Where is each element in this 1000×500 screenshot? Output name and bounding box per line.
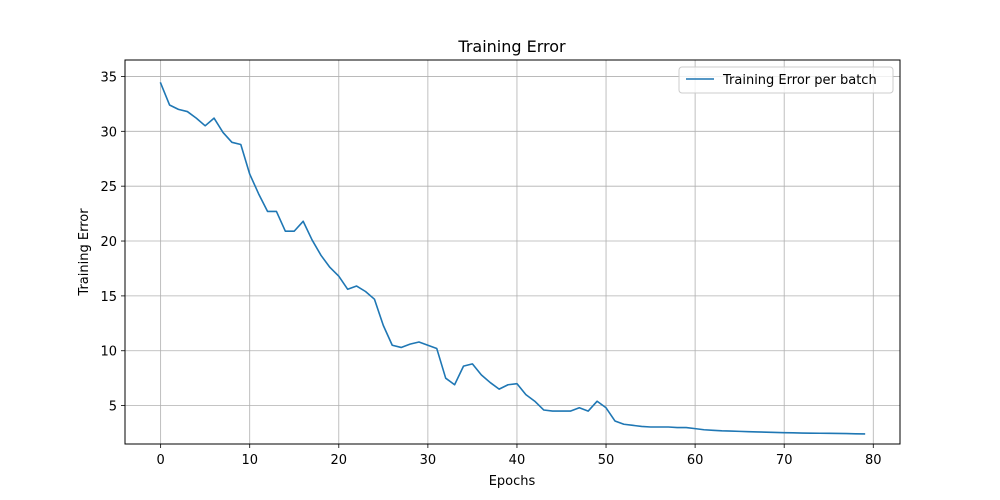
x-tick-label: 60 bbox=[687, 453, 704, 468]
y-tick-label: 20 bbox=[100, 235, 117, 250]
x-tick-label: 40 bbox=[509, 453, 526, 468]
x-tick-label: 30 bbox=[420, 453, 437, 468]
y-tick-label: 30 bbox=[100, 125, 117, 140]
legend: Training Error per batch bbox=[678, 66, 894, 94]
x-axis-ticks: 0 10 20 30 40 50 60 70 80 bbox=[156, 444, 882, 468]
x-tick-label: 10 bbox=[241, 453, 258, 468]
x-tick-label: 70 bbox=[776, 453, 793, 468]
gridlines bbox=[125, 60, 900, 444]
plot-area-frame bbox=[124, 59, 901, 445]
x-tick-label: 50 bbox=[598, 453, 615, 468]
y-tick-label: 25 bbox=[100, 180, 117, 195]
legend-label: Training Error per batch bbox=[722, 73, 877, 88]
x-tick-label: 80 bbox=[865, 453, 882, 468]
x-tick-label: 20 bbox=[331, 453, 348, 468]
legend-box bbox=[678, 66, 894, 94]
y-tick-label: 15 bbox=[100, 290, 117, 305]
series-line-training-error bbox=[159, 81, 866, 435]
y-tick-label: 5 bbox=[109, 400, 117, 415]
y-axis-title: Training Error bbox=[77, 208, 92, 297]
chart-title: Training Error bbox=[457, 37, 566, 56]
y-axis-ticks: 5 10 15 20 25 30 35 bbox=[100, 70, 125, 415]
y-tick-label: 10 bbox=[100, 345, 117, 360]
x-axis-title: Epochs bbox=[489, 474, 536, 489]
x-tick-label: 0 bbox=[156, 453, 164, 468]
y-tick-label: 35 bbox=[100, 70, 117, 85]
